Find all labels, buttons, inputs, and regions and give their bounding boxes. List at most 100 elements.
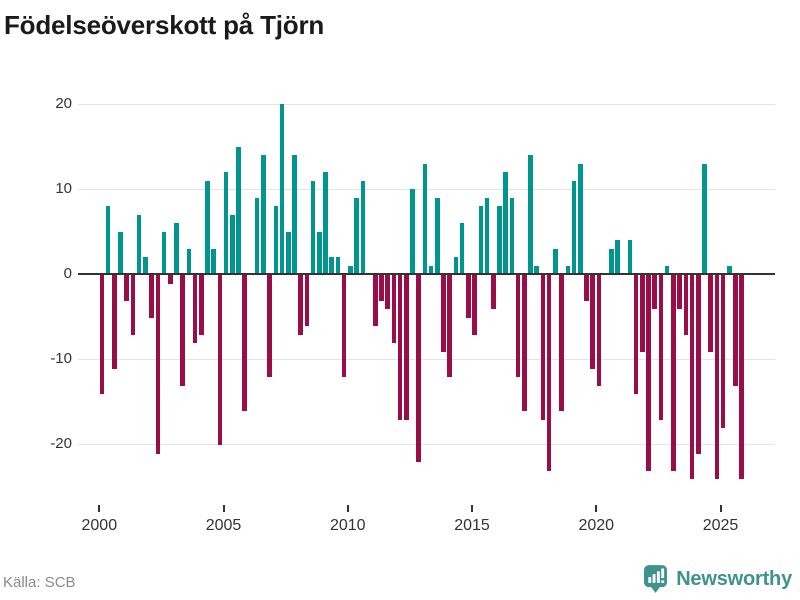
bar-negative	[733, 275, 738, 386]
bar-positive	[453, 257, 459, 274]
bar-negative	[559, 275, 564, 411]
bar-negative	[472, 275, 477, 335]
bar-negative	[596, 275, 602, 386]
bar-positive	[292, 155, 297, 274]
bar-negative	[695, 275, 701, 454]
bar-positive	[310, 180, 316, 274]
bar-positive	[484, 197, 490, 274]
bar-positive	[118, 231, 123, 274]
bar-negative	[652, 275, 658, 309]
bar-positive	[428, 265, 434, 274]
y-tick-label: 10	[55, 180, 72, 197]
gridline	[78, 443, 775, 445]
bar-negative	[298, 275, 303, 335]
bar-positive	[254, 197, 260, 274]
bar-negative	[515, 275, 521, 377]
bar-negative	[590, 275, 595, 369]
x-tick-mark	[595, 505, 598, 512]
x-tick-label: 2010	[329, 517, 366, 534]
bar-positive	[348, 265, 353, 274]
bar-negative	[379, 275, 384, 301]
bar-negative	[403, 275, 409, 420]
bar-negative	[714, 275, 720, 479]
bar-positive	[577, 163, 583, 274]
newsworthy-logo: Newsworthy	[644, 565, 792, 593]
bar-negative	[640, 275, 645, 352]
bar-positive	[459, 223, 465, 274]
bar-negative	[646, 275, 651, 471]
y-tick-label: -20	[50, 435, 72, 452]
bar-negative	[522, 275, 527, 411]
bar-positive	[354, 197, 359, 274]
bar-positive	[571, 180, 577, 274]
newsworthy-logo-icon	[644, 565, 668, 593]
bar-positive	[323, 172, 328, 274]
bar-negative	[385, 275, 390, 309]
bar-positive	[236, 146, 241, 274]
bar-positive	[528, 155, 533, 274]
x-tick-mark	[98, 505, 101, 512]
bar-positive	[211, 248, 216, 274]
bar-negative	[130, 275, 136, 335]
x-tick-mark	[222, 505, 225, 512]
bar-positive	[161, 231, 167, 274]
bar-positive	[410, 189, 415, 274]
bar-positive	[503, 172, 508, 274]
x-tick-label: 2025	[702, 517, 739, 534]
newsworthy-logo-text: Newsworthy	[676, 567, 792, 590]
bar-negative	[633, 275, 639, 394]
bar-positive	[186, 248, 192, 274]
zero-axis-line	[78, 273, 775, 275]
bar-negative	[658, 275, 664, 420]
bar-positive	[261, 155, 266, 274]
bar-negative	[217, 275, 223, 445]
bar-negative	[441, 275, 446, 352]
bar-positive	[553, 248, 558, 274]
bar-positive	[565, 265, 571, 274]
bar-negative	[341, 275, 347, 377]
y-tick-label: -10	[50, 350, 72, 367]
bar-negative	[180, 275, 185, 386]
bar-negative	[546, 275, 552, 471]
source-credit: Källa: SCB	[3, 574, 76, 591]
bar-negative	[447, 275, 453, 377]
page-title: Födelseöverskott på Tjörn	[4, 10, 325, 40]
bar-positive	[627, 240, 633, 274]
gridline	[78, 358, 775, 360]
bar-positive	[534, 265, 540, 274]
bar-positive	[727, 265, 732, 274]
bar-negative	[391, 275, 397, 343]
bar-negative	[720, 275, 726, 428]
bar-positive	[497, 206, 502, 274]
bar-negative	[490, 275, 496, 309]
bar-negative	[99, 275, 105, 394]
bar-negative	[584, 275, 589, 301]
bar-negative	[155, 275, 161, 454]
bar-positive	[174, 223, 179, 274]
bar-negative	[149, 275, 154, 318]
bar-negative	[739, 275, 745, 479]
x-tick-label: 2015	[454, 517, 490, 534]
bar-negative	[708, 275, 713, 352]
bar-negative	[466, 275, 471, 318]
bar-positive	[143, 257, 148, 274]
bar-positive	[317, 231, 322, 274]
bar-negative	[397, 275, 403, 420]
x-tick-mark	[719, 505, 722, 512]
bar-negative	[124, 275, 130, 301]
bar-negative	[304, 275, 310, 326]
x-tick-mark	[346, 505, 349, 512]
x-tick-label: 2005	[205, 517, 242, 534]
x-tick-label: 2020	[578, 517, 615, 534]
bar-negative	[372, 275, 378, 326]
bar-positive	[478, 206, 484, 274]
gridline	[78, 103, 775, 105]
bar-positive	[702, 163, 707, 274]
bar-negative	[689, 275, 695, 479]
bar-negative	[267, 275, 272, 377]
y-tick-label: 0	[63, 265, 72, 282]
bar-positive	[329, 257, 335, 274]
bar-positive	[285, 231, 291, 274]
bar-positive	[136, 214, 142, 274]
